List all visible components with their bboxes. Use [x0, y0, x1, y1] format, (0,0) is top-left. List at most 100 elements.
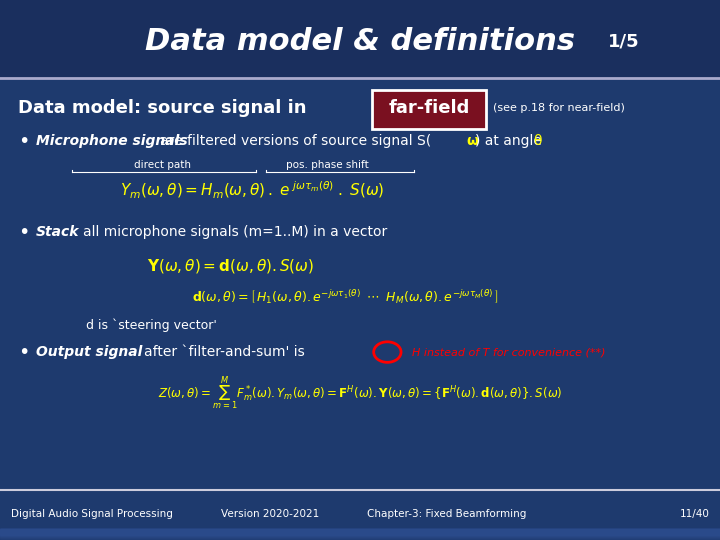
Bar — [0, 531, 720, 537]
Bar — [0, 534, 720, 539]
Bar — [0, 531, 720, 536]
Bar — [0, 531, 720, 537]
Bar — [0, 534, 720, 539]
Bar — [0, 533, 720, 538]
Bar — [0, 530, 720, 535]
Bar — [0, 534, 720, 539]
Bar — [0, 532, 720, 537]
Text: are filtered versions of source signal S(: are filtered versions of source signal S… — [160, 134, 431, 149]
Bar — [0, 529, 720, 535]
Text: θ: θ — [533, 134, 541, 149]
Bar — [0, 531, 720, 537]
Bar — [0, 532, 720, 537]
Bar — [0, 531, 720, 536]
Bar — [0, 0, 720, 78]
Bar — [0, 534, 720, 539]
Text: far-field: far-field — [388, 99, 470, 117]
Text: after `filter-and-sum' is: after `filter-and-sum' is — [144, 345, 305, 359]
Bar — [0, 531, 720, 537]
Bar — [0, 532, 720, 538]
Text: Digital Audio Signal Processing: Digital Audio Signal Processing — [11, 509, 173, 519]
Bar — [0, 531, 720, 537]
Bar — [0, 530, 720, 536]
Bar — [0, 534, 720, 539]
Text: •: • — [18, 342, 30, 362]
Bar — [0, 529, 720, 535]
Bar — [0, 530, 720, 536]
Bar — [0, 531, 720, 537]
Text: Data model & definitions: Data model & definitions — [145, 27, 575, 56]
Bar — [0, 532, 720, 538]
FancyBboxPatch shape — [372, 90, 486, 129]
Bar — [0, 532, 720, 538]
Bar — [0, 531, 720, 536]
Text: all microphone signals (m=1..M) in a vector: all microphone signals (m=1..M) in a vec… — [83, 225, 387, 239]
Bar — [0, 533, 720, 538]
Bar — [0, 532, 720, 537]
Bar — [0, 535, 720, 540]
Text: Stack: Stack — [36, 225, 79, 239]
Bar — [0, 532, 720, 537]
Bar — [0, 532, 720, 537]
Bar — [0, 533, 720, 538]
Text: ) at angle: ) at angle — [475, 134, 546, 149]
Text: direct path: direct path — [133, 160, 191, 170]
Bar — [0, 530, 720, 535]
Bar — [0, 534, 720, 539]
Bar — [0, 530, 720, 536]
Bar — [0, 530, 720, 535]
Bar — [0, 530, 720, 536]
Bar — [0, 532, 720, 538]
Bar — [0, 531, 720, 536]
Bar — [0, 530, 720, 536]
Bar — [0, 530, 720, 535]
Bar — [0, 534, 720, 539]
Bar — [0, 533, 720, 538]
Bar — [0, 532, 720, 537]
Text: d is `steering vector': d is `steering vector' — [86, 318, 217, 332]
Bar — [0, 533, 720, 538]
Bar — [0, 530, 720, 536]
Text: $\mathbf{d}(\omega,\theta) = \left[\,H_1(\omega,\theta).e^{-j\omega\tau_1(\theta: $\mathbf{d}(\omega,\theta) = \left[\,H_1… — [192, 288, 499, 306]
Text: Version 2020-2021: Version 2020-2021 — [221, 509, 319, 519]
Bar — [0, 530, 720, 536]
Bar — [0, 531, 720, 537]
Text: •: • — [18, 222, 30, 242]
Bar — [0, 534, 720, 539]
Bar — [0, 534, 720, 539]
Bar — [0, 534, 720, 539]
Bar — [0, 530, 720, 536]
Bar — [0, 529, 720, 535]
Bar — [0, 534, 720, 539]
Text: pos. phase shift: pos. phase shift — [287, 160, 369, 170]
Bar — [0, 533, 720, 538]
Bar — [0, 531, 720, 536]
Bar — [0, 532, 720, 538]
Bar — [0, 534, 720, 539]
Text: (see p.18 for near-field): (see p.18 for near-field) — [493, 103, 625, 113]
Bar — [0, 532, 720, 538]
Bar — [0, 533, 720, 538]
Bar — [0, 534, 720, 539]
Bar — [0, 532, 720, 538]
Bar — [0, 533, 720, 538]
Bar — [0, 532, 720, 537]
Bar — [0, 529, 720, 535]
Bar — [0, 530, 720, 536]
Text: Output signal: Output signal — [36, 345, 143, 359]
Bar — [0, 529, 720, 535]
Bar — [0, 530, 720, 535]
Bar — [0, 531, 720, 536]
Bar — [0, 534, 720, 539]
Text: $Z(\omega,\theta) = \sum_{m=1}^{M}F_m^*(\omega).Y_m(\omega,\theta) = \mathbf{F}^: $Z(\omega,\theta) = \sum_{m=1}^{M}F_m^*(… — [158, 374, 562, 412]
Bar — [0, 532, 720, 538]
Text: H instead of T for convenience (**): H instead of T for convenience (**) — [412, 347, 606, 357]
Bar — [0, 531, 720, 537]
Bar — [0, 534, 720, 539]
Text: Chapter-3: Fixed Beamforming: Chapter-3: Fixed Beamforming — [366, 509, 526, 519]
Bar — [0, 534, 720, 539]
Text: •: • — [18, 132, 30, 151]
Bar — [0, 530, 720, 535]
Bar — [0, 531, 720, 536]
Bar — [0, 534, 720, 539]
